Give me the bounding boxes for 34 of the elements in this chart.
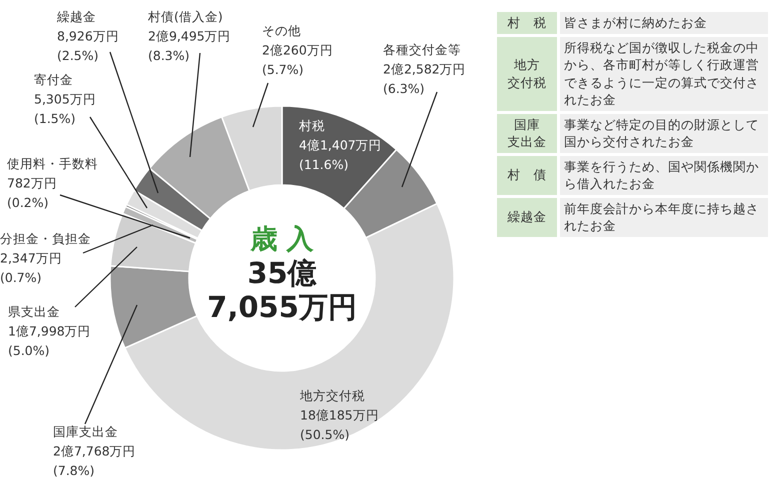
slice-label: 寄付金 xyxy=(34,72,73,87)
data-label: 2億9,495万円 (8.3%) xyxy=(148,28,231,63)
slice-label: 各種交付金等 xyxy=(383,42,461,57)
slice-label: 村税 xyxy=(298,118,325,133)
data-label: 18億185万円 (50.5%) xyxy=(300,408,379,442)
text: 35億 7,055万円 xyxy=(207,256,357,324)
text: 地方交付税 xyxy=(497,36,557,110)
slice-label: 分担金・負担金 xyxy=(0,231,91,246)
slice-label: その他 xyxy=(262,23,301,38)
slice-label: 使用料・手数料 xyxy=(7,156,98,171)
data-label: 2,347万円 (0.7%) xyxy=(0,250,62,285)
text: 所得税など国が徴収した税金の中から、各市町村が等しく行政運営できるように一定の算式で交付されたお金 xyxy=(557,36,768,110)
text: 村 債 xyxy=(497,156,557,194)
slice-label: 村債(借入金) xyxy=(147,9,223,24)
text: 村 税 xyxy=(497,12,557,34)
text: 歳 入 xyxy=(249,224,315,255)
data-label: 2億260万円 (5.7%) xyxy=(262,42,333,77)
slice-label: 県支出金 xyxy=(8,304,60,319)
text: 皆さまが村に納めたお金 xyxy=(557,12,768,34)
text: 繰越金 xyxy=(497,198,557,236)
data-label: 1億7,998万円 (5.0%) xyxy=(8,324,91,358)
slice-label: 繰越金 xyxy=(56,9,96,24)
slice-label: 国庫支出金 xyxy=(53,424,118,439)
text: 事業を行うため、国や関係機関から借入れたお金 xyxy=(557,156,768,194)
slice-label: 地方交付税 xyxy=(299,388,365,403)
data-label: 782万円 (0.2%) xyxy=(7,176,57,210)
data-label: 2億7,768万円 (7.8%) xyxy=(53,444,136,478)
text: 国庫支出金 xyxy=(497,114,557,152)
data-label: 4億1,407万円 (11.6%) xyxy=(299,138,382,172)
data-label: 5,305万円 (1.5%) xyxy=(34,92,96,126)
text: 事業など特定の目的の財源として国から交付されたお金 xyxy=(557,114,768,152)
data-label: 2億2,582万円 (6.3%) xyxy=(383,62,466,96)
data-label: 8,926万円 (2.5%) xyxy=(57,28,119,63)
text: 前年度会計から本年度に持ち越されたお金 xyxy=(557,198,768,236)
